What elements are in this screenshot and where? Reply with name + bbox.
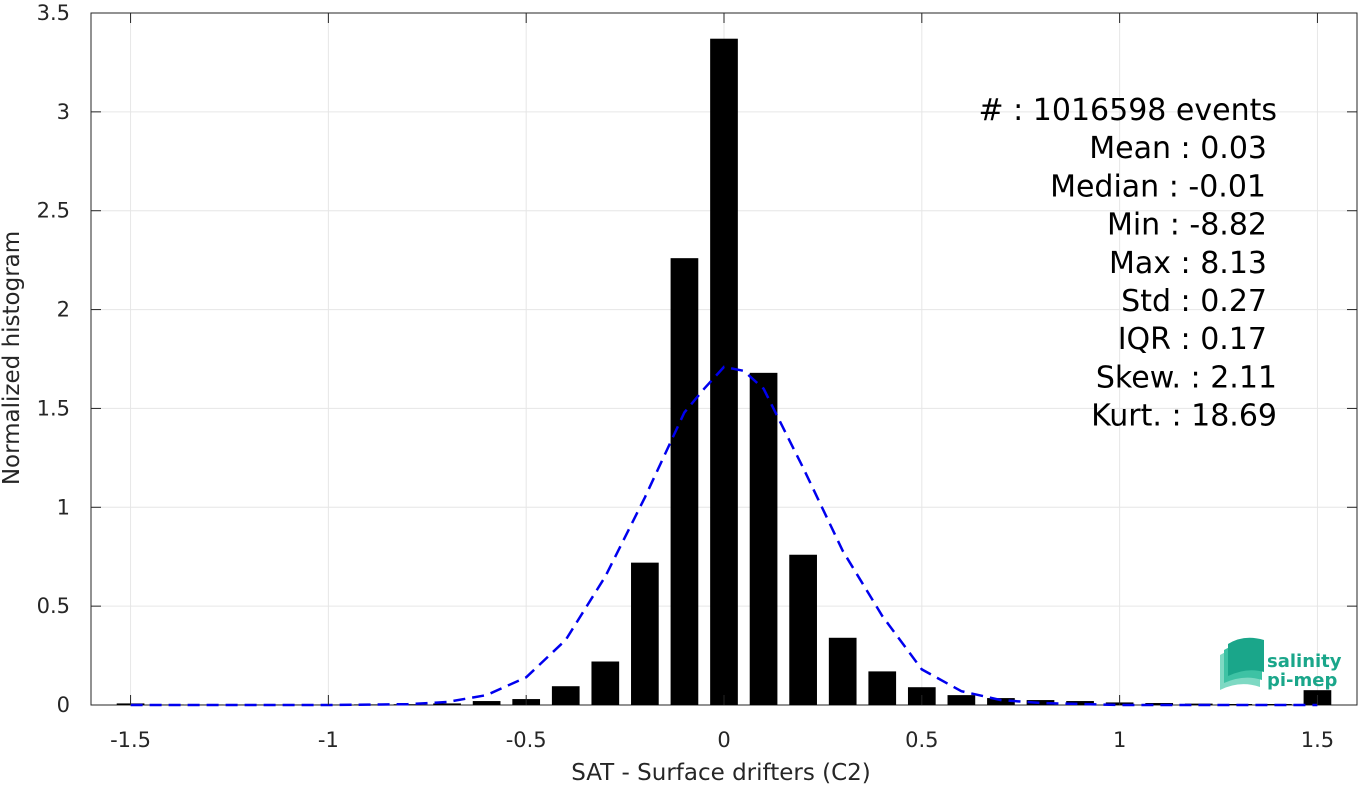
x-tick-label-0: -1.5: [110, 728, 151, 752]
y-tick-labels: 0 0.5 1 1.5 2 2.5 3 3.5: [37, 1, 70, 717]
gaussian-fit-curve: [130, 365, 1318, 707]
y-tick-label-1: 0.5: [37, 594, 70, 618]
stat-line-2: Median : -0.01: [1050, 169, 1266, 204]
logo-text-salinity: salinity: [1267, 651, 1342, 672]
stat-line-1: Mean : 0.03: [1089, 131, 1267, 166]
stat-line-3: Min : -8.82: [1107, 208, 1267, 243]
x-axis-label: SAT - Surface drifters (C2): [571, 760, 871, 785]
x-tick-label-6: 1.5: [1301, 728, 1334, 752]
histogram-bar-12: [591, 661, 620, 705]
histogram-bar-24: [1066, 701, 1094, 705]
histogram-bar-23: [1026, 700, 1055, 705]
histogram-bar-18: [828, 637, 857, 705]
histogram-bar-8: [433, 703, 461, 705]
histogram-bars: [116, 38, 1332, 705]
stat-line-8: Kurt. : 18.69: [1091, 399, 1277, 434]
y-tick-label-4: 2: [57, 298, 70, 322]
y-tick-label-0: 0: [57, 693, 70, 717]
histogram-bar-26: [1145, 703, 1174, 705]
x-tick-labels: -1.5 -1 -0.5 0 0.5 1 1.5: [110, 728, 1334, 752]
y-axis-label: Normalized histogram: [0, 231, 25, 485]
wave-logo-icon: [1220, 637, 1264, 690]
stat-line-7: Skew. : 2.11: [1096, 360, 1277, 395]
histogram-bar-13: [631, 562, 659, 705]
x-tick-label-5: 1: [1113, 728, 1126, 752]
salinity-pi-mep-logo: salinity pi-mep: [1220, 637, 1342, 691]
y-tick-label-2: 1: [57, 495, 70, 519]
stat-line-4: Max : 8.13: [1109, 246, 1267, 281]
x-tick-label-3: 0: [717, 728, 730, 752]
histogram-bar-9: [472, 701, 501, 705]
x-tick-label-2: -0.5: [506, 728, 547, 752]
y-tick-label-6: 3: [57, 100, 70, 124]
y-tick-label-3: 1.5: [37, 396, 70, 420]
stat-line-5: Std : 0.27: [1121, 284, 1267, 319]
histogram-bar-16: [749, 372, 778, 705]
histogram-bar-21: [947, 695, 976, 705]
histogram-bar-11: [551, 686, 580, 705]
x-tick-label-4: 0.5: [905, 728, 938, 752]
histogram-bar-22: [987, 698, 1015, 705]
histogram-bar-17: [789, 554, 817, 705]
logo-text-pimep: pi-mep: [1267, 670, 1337, 691]
axes: [91, 12, 1357, 706]
x-tick-label-1: -1: [318, 728, 339, 752]
stat-line-6: IQR : 0.17: [1118, 322, 1267, 357]
y-tick-label-5: 2.5: [37, 199, 70, 223]
y-tick-label-7: 3.5: [37, 1, 70, 25]
stat-line-0: # : 1016598 events: [978, 93, 1277, 128]
histogram-bar-14: [670, 258, 699, 705]
histogram-bar-19: [868, 671, 897, 705]
histogram-bar-15: [710, 38, 738, 705]
